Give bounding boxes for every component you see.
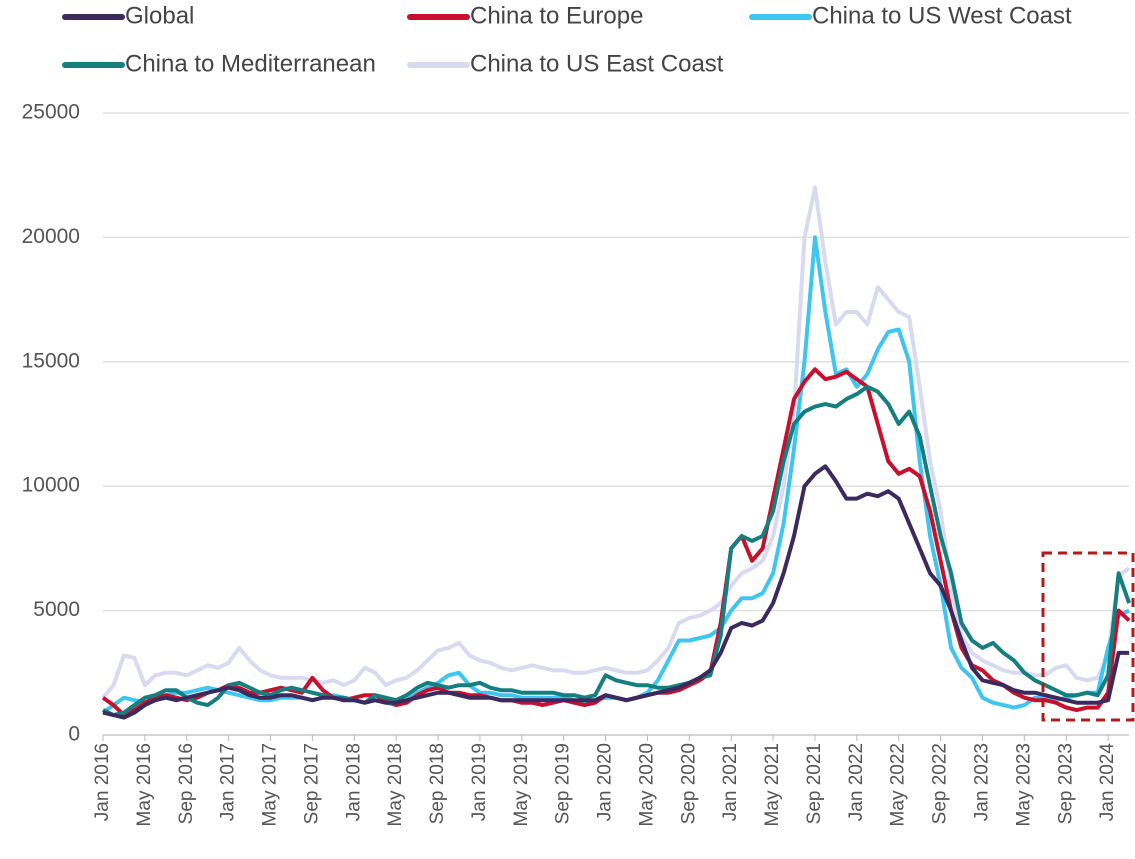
x-tick-label: Sep 2020	[678, 743, 699, 824]
x-tick-label: Jan 2018	[343, 743, 364, 821]
series-line	[102, 464, 1130, 720]
highlight-box	[1041, 551, 1135, 722]
x-tick-label: Jan 2023	[971, 743, 992, 821]
legend-label: China to Mediterranean	[125, 50, 376, 77]
series-line	[101, 185, 1131, 699]
series-line	[101, 367, 1131, 718]
y-tick-label: 5000	[33, 598, 80, 621]
x-tick-label: May 2023	[1013, 743, 1034, 826]
legend-label: Global	[125, 2, 194, 29]
x-tick-label: Jan 2016	[92, 743, 113, 821]
x-tick-label: Jan 2019	[469, 743, 490, 821]
y-tick-label: 10000	[22, 474, 80, 497]
x-tick-label: Sep 2022	[930, 743, 951, 824]
x-tick-label: Jan 2017	[218, 743, 239, 821]
y-tick-label: 25000	[22, 101, 80, 124]
x-tick-label: Jan 2020	[595, 743, 616, 821]
x-tick-label: Jan 2021	[720, 743, 741, 821]
x-tick-label: Sep 2017	[301, 743, 322, 824]
x-tick-label: Sep 2023	[1055, 743, 1076, 824]
x-tick-label: May 2019	[511, 743, 532, 826]
y-tick-label: 20000	[22, 225, 80, 248]
legend-label: China to US West Coast	[812, 2, 1072, 29]
legend-label: China to Europe	[470, 2, 643, 29]
x-tick-label: Jan 2022	[846, 743, 867, 821]
x-tick-label: May 2018	[385, 743, 406, 826]
legend-label: China to US East Coast	[470, 50, 724, 77]
x-tick-label: Sep 2016	[176, 743, 197, 824]
x-tick-label: May 2020	[636, 743, 657, 826]
x-tick-label: Sep 2021	[804, 743, 825, 824]
x-tick-label: Sep 2018	[427, 743, 448, 824]
x-tick-label: Jan 2024	[1097, 743, 1118, 822]
x-tick-label: May 2021	[762, 743, 783, 826]
y-tick-label: 15000	[22, 349, 80, 372]
x-tick-label: May 2022	[888, 743, 909, 826]
x-tick-label: Sep 2019	[553, 743, 574, 824]
y-tick-label: 0	[68, 723, 80, 746]
x-tick-label: May 2017	[260, 743, 281, 826]
series-line	[102, 384, 1131, 718]
x-tick-label: May 2016	[134, 743, 155, 826]
